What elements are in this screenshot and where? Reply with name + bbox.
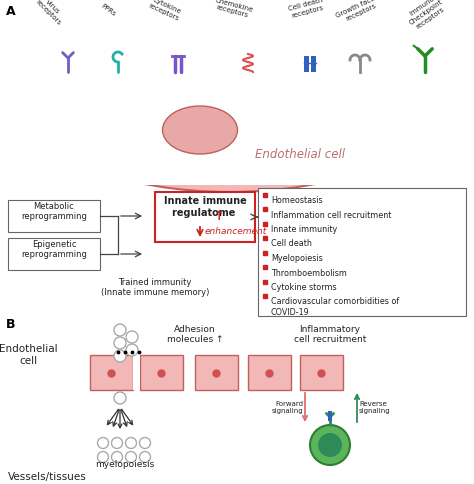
Text: Homeostasis: Homeostasis	[271, 196, 323, 205]
Text: Epigenetic
reprogramming: Epigenetic reprogramming	[21, 240, 87, 259]
Text: ↑: ↑	[214, 210, 224, 223]
Circle shape	[126, 452, 137, 463]
Bar	[0, 10, 474, 185]
Bar	[155, 192, 255, 242]
Text: Metabolic
reprogramming: Metabolic reprogramming	[21, 202, 87, 221]
Circle shape	[111, 438, 122, 449]
Text: Reverse
signaling: Reverse signaling	[359, 401, 391, 414]
Text: PPRs: PPRs	[100, 3, 117, 18]
Bar	[248, 355, 291, 390]
Bar	[195, 355, 238, 390]
Bar	[133, 355, 140, 390]
Circle shape	[126, 344, 138, 356]
Text: Innate immune
regulatome: Innate immune regulatome	[164, 196, 246, 218]
Bar	[328, 411, 332, 421]
Circle shape	[114, 324, 126, 336]
Text: Growth factor
receptors: Growth factor receptors	[335, 0, 384, 25]
Circle shape	[98, 438, 109, 449]
Bar	[8, 238, 100, 270]
Circle shape	[139, 438, 151, 449]
Bar	[258, 188, 466, 316]
Text: Inflammation cell recruitment: Inflammation cell recruitment	[271, 211, 392, 220]
Text: Cytokine storms: Cytokine storms	[271, 283, 337, 292]
Circle shape	[114, 350, 126, 362]
Circle shape	[126, 331, 138, 343]
Text: Inflammatory
cell recruitment: Inflammatory cell recruitment	[294, 325, 366, 345]
Text: B: B	[6, 318, 16, 331]
Text: A: A	[6, 5, 16, 18]
Circle shape	[310, 425, 350, 465]
Bar	[140, 355, 183, 390]
Bar	[90, 355, 133, 390]
Bar	[311, 56, 316, 72]
Text: Cell death: Cell death	[271, 240, 312, 248]
Text: Innate immunity: Innate immunity	[271, 225, 337, 234]
Text: Cytokine
receptors: Cytokine receptors	[147, 0, 183, 22]
Text: Myelopoiesis: Myelopoiesis	[271, 254, 323, 263]
Circle shape	[111, 452, 122, 463]
Text: Cardiovascular comorbidities of
COVID-19: Cardiovascular comorbidities of COVID-19	[271, 298, 399, 317]
Circle shape	[318, 433, 342, 457]
Text: Endothelial cell: Endothelial cell	[255, 149, 345, 162]
Text: myelopoiesis: myelopoiesis	[95, 460, 155, 469]
Circle shape	[98, 452, 109, 463]
Circle shape	[114, 392, 126, 404]
Text: Endothelial
cell: Endothelial cell	[0, 344, 57, 366]
Text: Adhesion
molecules ↑: Adhesion molecules ↑	[167, 325, 223, 345]
Text: Chemokine
receptors: Chemokine receptors	[213, 0, 254, 20]
Bar	[304, 56, 309, 72]
Circle shape	[126, 438, 137, 449]
Text: Virus
receptors: Virus receptors	[34, 0, 67, 26]
Text: Thromboembolism: Thromboembolism	[271, 269, 347, 277]
Ellipse shape	[35, 32, 425, 192]
Bar	[300, 355, 343, 390]
Ellipse shape	[163, 106, 237, 154]
Text: Forward
signaling: Forward signaling	[272, 401, 303, 414]
Circle shape	[114, 337, 126, 349]
Text: Trained immunity
(Innate immune memory): Trained immunity (Innate immune memory)	[101, 278, 209, 297]
Text: Vessels/tissues: Vessels/tissues	[8, 472, 87, 482]
Text: Immune
Checkpoint
receptors: Immune Checkpoint receptors	[404, 0, 447, 31]
Text: Cell death
receptors: Cell death receptors	[288, 0, 326, 19]
Circle shape	[139, 452, 151, 463]
Text: enhancement: enhancement	[205, 227, 267, 237]
Bar	[8, 200, 100, 232]
